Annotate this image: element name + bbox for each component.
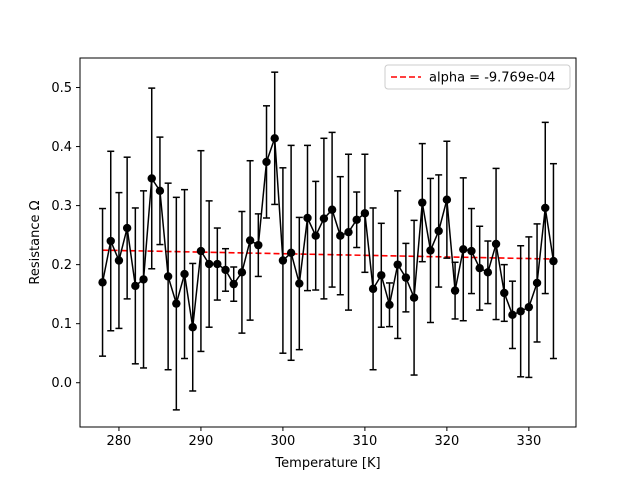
data-point: [139, 275, 148, 284]
data-point: [319, 214, 329, 223]
data-point: [524, 302, 534, 312]
y-tick-label: 0.0: [51, 376, 72, 391]
data-point: [442, 195, 452, 204]
data-point: [286, 248, 296, 258]
data-point: [483, 268, 493, 277]
y-axis-label: Resistance Ω: [28, 200, 43, 284]
data-point: [188, 323, 197, 332]
data-point: [377, 271, 386, 280]
data-point: [172, 299, 181, 308]
y-tick-label: 0.3: [51, 199, 72, 214]
y-tick-label: 0.2: [51, 258, 72, 273]
data-point: [311, 231, 320, 240]
data-point: [213, 259, 222, 269]
data-point: [262, 157, 271, 167]
data-point: [467, 246, 476, 256]
data-point: [237, 268, 247, 277]
x-tick-label: 310: [352, 434, 377, 449]
data-point: [516, 307, 525, 316]
data-point: [98, 278, 107, 287]
data-point: [532, 278, 542, 288]
data-point: [541, 203, 550, 213]
data-point: [155, 186, 165, 196]
data-point: [131, 281, 140, 291]
data-point: [459, 245, 468, 254]
x-tick-label: 320: [434, 434, 459, 449]
data-point: [336, 231, 345, 240]
data-point: [344, 227, 353, 237]
data-point: [114, 256, 124, 265]
data-point: [196, 246, 206, 256]
legend-box: [384, 64, 571, 90]
legend: alpha = -9.769e-04: [384, 64, 571, 90]
x-tick-label: 280: [107, 434, 132, 449]
data-point: [352, 215, 361, 224]
data-point: [475, 263, 484, 273]
x-axis-label: Temperature [K]: [274, 456, 380, 471]
data-point: [254, 240, 263, 250]
data-point: [500, 288, 509, 298]
data-point: [368, 284, 378, 294]
data-point: [303, 213, 312, 223]
data-point: [409, 293, 419, 302]
data-point: [385, 300, 394, 309]
data-point: [393, 260, 402, 269]
data-point: [163, 272, 173, 281]
data-point: [122, 223, 132, 233]
data-point: [270, 134, 279, 143]
data-point: [245, 236, 255, 245]
y-tick-label: 0.4: [51, 140, 72, 155]
x-tick-label: 290: [189, 434, 214, 449]
data-point: [204, 259, 214, 269]
data-point: [106, 236, 115, 246]
data-point: [491, 239, 501, 249]
legend-label-fit: alpha = -9.769e-04: [429, 71, 555, 86]
axes-frame: [79, 57, 577, 428]
data-point: [549, 256, 558, 266]
data-point: [327, 205, 337, 214]
data-point: [426, 246, 435, 255]
x-tick-label: 300: [270, 434, 295, 449]
data-point: [360, 209, 370, 218]
data-point: [401, 273, 411, 282]
data-point: [229, 279, 238, 289]
data-point: [278, 256, 288, 265]
y-tick-label: 0.1: [51, 317, 72, 332]
plot-area: [98, 71, 558, 411]
data-point: [434, 226, 443, 236]
y-tick-label: 0.5: [51, 81, 72, 96]
data-point: [221, 265, 230, 275]
data-point: [418, 198, 427, 207]
data-point: [180, 269, 189, 279]
x-tick-label: 330: [516, 434, 541, 449]
data-point: [508, 310, 517, 320]
data-point: [295, 279, 304, 288]
axis-ticks: 280 290 300 310 320 330 0.0 0.1 0.2 0.3 0.4 0.5: [51, 81, 541, 449]
data-point: [450, 286, 460, 295]
fit-line: [102, 249, 554, 260]
data-point: [147, 174, 156, 183]
